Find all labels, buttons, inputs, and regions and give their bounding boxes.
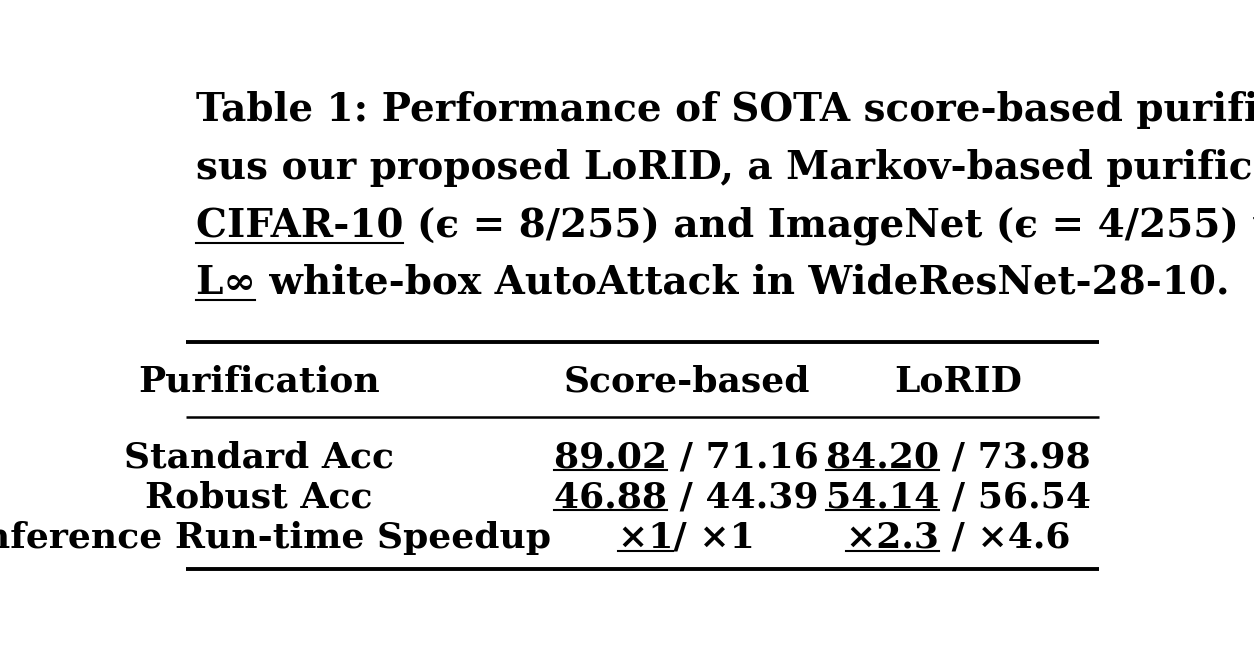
Text: CIFAR-10 (ϵ = 8/255) and ImageNet (ϵ = 4/255) under: CIFAR-10 (ϵ = 8/255) and ImageNet (ϵ = 4… [196, 206, 1254, 244]
Text: Table 1: Performance of SOTA score-based purification ver-: Table 1: Performance of SOTA score-based… [196, 91, 1254, 129]
Text: Purification: Purification [138, 365, 380, 399]
Text: 89.02 / 71.16: 89.02 / 71.16 [554, 440, 819, 474]
Text: Robust Acc: Robust Acc [145, 481, 372, 514]
Text: 46.88 / 44.39: 46.88 / 44.39 [554, 481, 819, 514]
Text: Score-based: Score-based [563, 365, 810, 399]
Text: 84.20 / 73.98: 84.20 / 73.98 [826, 440, 1091, 474]
Text: 54.14 / 56.54: 54.14 / 56.54 [826, 481, 1091, 514]
Text: ×1/ ×1: ×1/ ×1 [618, 520, 755, 555]
Text: ×2.3 / ×4.6: ×2.3 / ×4.6 [846, 520, 1071, 555]
Text: LoRID: LoRID [894, 365, 1022, 399]
Text: L∞ white-box AutoAttack in WideResNet-28-10.: L∞ white-box AutoAttack in WideResNet-28… [196, 264, 1229, 302]
Text: sus our proposed LoRID, a Markov-based purification, in: sus our proposed LoRID, a Markov-based p… [196, 149, 1254, 186]
Text: Standard Acc: Standard Acc [124, 440, 394, 474]
Text: Inference Run-time Speedup: Inference Run-time Speedup [0, 520, 551, 555]
